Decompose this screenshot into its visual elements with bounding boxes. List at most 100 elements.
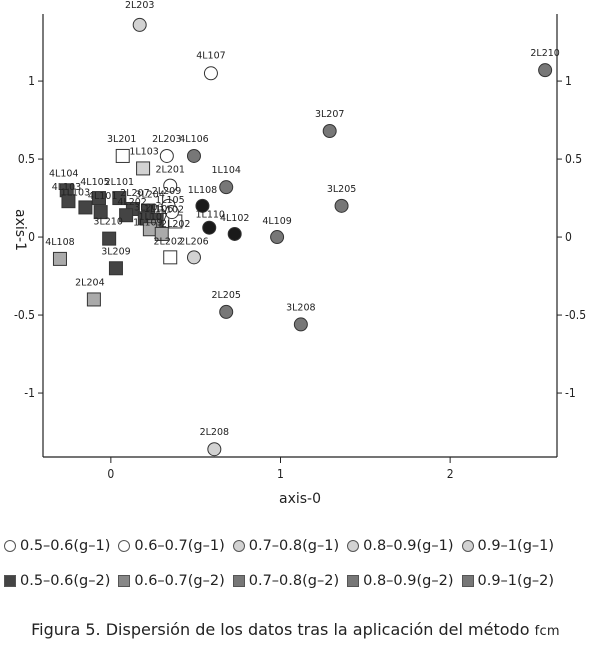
data-point-square <box>108 261 123 276</box>
data-point-square <box>52 251 67 266</box>
legend-item: 0.7–0.8(g–1) <box>232 538 340 554</box>
point-label: 1L110 <box>196 210 225 221</box>
legend-circle-marker <box>461 540 474 552</box>
point-label: 3L205 <box>327 184 356 195</box>
point-label: 1L105 <box>155 195 184 206</box>
point-label: 3L209 <box>101 246 130 257</box>
point-label: 4L108 <box>45 237 74 248</box>
point-label: 3L208 <box>286 302 315 313</box>
legend-square-marker <box>118 575 131 587</box>
legend-label: 0.9–1(g–2) <box>477 573 555 589</box>
legend-circle-marker <box>4 540 16 552</box>
legend-label: 0.7–0.8(g–1) <box>248 538 340 554</box>
point-label: 1L106 <box>144 204 173 215</box>
data-points <box>52 17 553 457</box>
x-tick-label: 2 <box>447 467 454 481</box>
data-point-square <box>136 161 151 176</box>
point-label: 4L105 <box>80 177 109 188</box>
point-label: 2L204 <box>75 277 104 288</box>
data-point-square <box>102 231 117 246</box>
data-point-circle <box>538 63 553 78</box>
legend-label: 0.8–0.9(g–1) <box>363 538 454 554</box>
point-label: 4L106 <box>179 134 208 145</box>
point-label: 2L209 <box>152 186 181 197</box>
caption-prefix: Figura 5. <box>31 620 101 639</box>
legend-item: 0.6–0.7(g–2) <box>118 573 225 589</box>
legend-row-group-1: 0.5–0.6(g–1) 0.6–0.7(g–1) 0.7–0.8(g–1) 0.8–… <box>4 538 562 554</box>
point-label: 1L103 <box>129 146 158 157</box>
data-point-circle <box>203 66 218 81</box>
legend-label: 0.7–0.8(g–2) <box>248 573 340 589</box>
data-point-circle <box>334 198 349 213</box>
point-label: 2L101 <box>105 177 134 188</box>
point-label: 4L101 <box>88 191 117 202</box>
y-tick-label-left: 0.5 <box>18 152 35 166</box>
y-axis-title: axis-1 <box>12 209 28 251</box>
point-label: 2L203 <box>125 0 154 11</box>
data-point-circle <box>219 180 234 195</box>
data-point-circle <box>202 220 217 235</box>
data-point-circle <box>163 178 178 193</box>
data-point-square <box>115 148 130 163</box>
data-point-circle <box>159 148 174 163</box>
legend-label: 0.8–0.9(g–2) <box>363 573 454 589</box>
point-label: 4L202 <box>117 197 146 208</box>
legend-item: 0.6–0.7(g–1) <box>118 538 225 554</box>
x-axis-title: axis-0 <box>279 491 321 507</box>
legend-item: 0.8–0.9(g–1) <box>347 538 454 554</box>
point-label: 4L104 <box>49 168 78 179</box>
y-tick-label-right: -1 <box>565 386 576 400</box>
y-tick-label-left: 1 <box>28 74 35 88</box>
data-point-square <box>163 250 178 265</box>
point-label: 1L104 <box>211 165 240 176</box>
legend-label: 0.6–0.7(g–1) <box>134 538 225 554</box>
legend-item: 0.9–1(g–1) <box>461 538 554 554</box>
legend-item: 0.9–1(g–2) <box>461 573 555 589</box>
data-point-square <box>93 205 108 220</box>
caption-method: fcm <box>534 624 560 639</box>
caption-text: Dispersión de los datos tras la aplicaci… <box>105 620 530 639</box>
legend-item: 0.7–0.8(g–2) <box>232 573 340 589</box>
data-point-circle <box>219 304 234 319</box>
legend-item: 0.8–0.9(g–2) <box>347 573 454 589</box>
y-tick-label-right: 0 <box>565 230 572 244</box>
legend-item: 0.5–0.6(g–2) <box>4 573 110 589</box>
data-point-square <box>78 200 93 215</box>
data-point-circle <box>164 205 179 220</box>
data-point-circle <box>207 442 222 457</box>
legend-label: 0.6–0.7(g–2) <box>134 573 225 589</box>
legend-label: 0.5–0.6(g–2) <box>20 573 111 589</box>
legend-square-marker <box>4 575 16 587</box>
x-tick-label: 0 <box>107 467 114 481</box>
y-tick-label-right: 0.5 <box>565 152 582 166</box>
data-point-circle <box>227 226 242 241</box>
point-label: 3L203 <box>134 202 163 213</box>
data-point-square <box>112 191 127 206</box>
point-label: 4L109 <box>262 216 291 227</box>
legend-row-group-2: 0.5–0.6(g–2) 0.6–0.7(g–2) 0.7–0.8(g–2) 0.8–… <box>4 573 562 589</box>
legend-circle-marker <box>232 540 245 552</box>
point-label: 1L109 <box>133 217 162 228</box>
point-label: 2L210 <box>530 48 559 59</box>
scatter-chart: 0 1 2 1 1 0.5 0.5 0 0 -0.5 -0.5 -1 -1 2L203 4L107 2L21… <box>12 0 586 507</box>
point-label: 3L207 <box>315 109 344 120</box>
point-label: 2L207 <box>120 188 149 199</box>
data-point-circle <box>293 317 308 332</box>
figure-caption: Figura 5. Dispersión de los datos tras l… <box>0 620 591 639</box>
data-point-square <box>91 191 106 206</box>
point-label: 2L203 <box>152 134 181 145</box>
data-point-circle <box>186 148 201 163</box>
y-tick-label-left: 0 <box>28 230 35 244</box>
point-label: 4L107 <box>196 50 225 61</box>
legend-square-marker <box>347 575 360 587</box>
point-label: 2L202 <box>153 236 182 247</box>
y-tick-label-left: -0.5 <box>14 308 35 322</box>
legend-square-marker <box>232 575 245 587</box>
data-point-square <box>61 194 76 209</box>
y-tick-label-right: -0.5 <box>565 308 586 322</box>
point-label: 1L102 <box>155 204 184 215</box>
point-label: 3L201 <box>107 134 136 145</box>
point-label: 3L204 <box>135 190 164 201</box>
data-point-square <box>154 226 169 241</box>
